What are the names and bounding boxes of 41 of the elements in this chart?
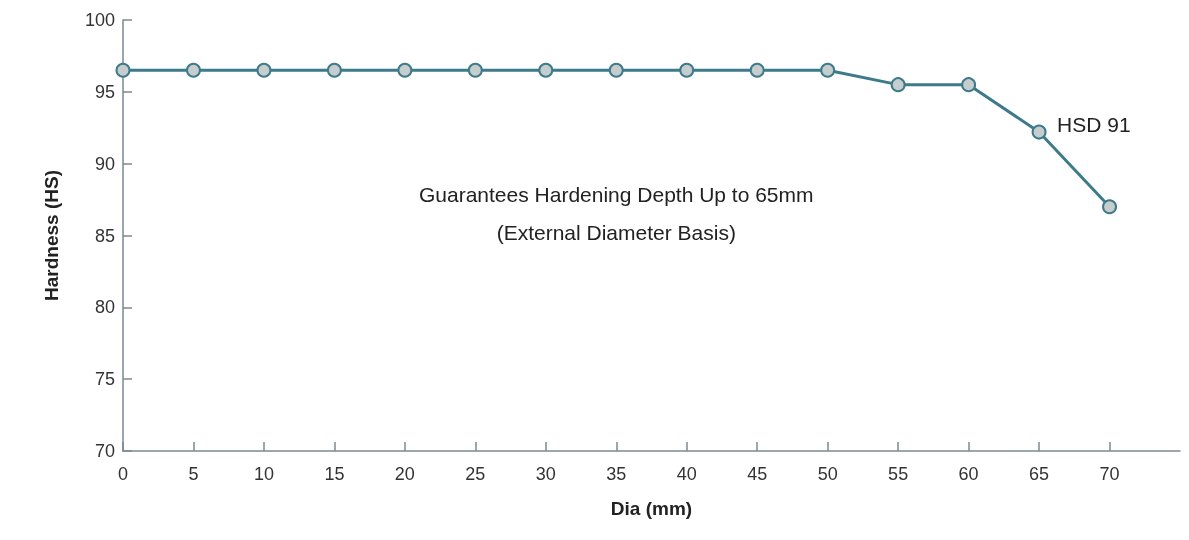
x-tick-label: 25 — [465, 464, 486, 484]
point — [749, 62, 765, 78]
point — [115, 62, 131, 78]
point — [397, 62, 413, 78]
point — [890, 77, 906, 93]
x-tick-label: 60 — [958, 464, 979, 484]
x-tick-label: 70 — [1099, 464, 1120, 484]
x-tick-label: 35 — [606, 464, 627, 484]
y-axis-title: Hardness (HS) — [41, 170, 62, 301]
point — [679, 62, 695, 78]
x-tick-label: 55 — [888, 464, 909, 484]
annotation: Guarantees Hardening Depth Up to 65mm (External Diameter Basis) — [418, 183, 814, 245]
x-axis-title: Dia (mm) — [610, 498, 693, 519]
y-tick-label: 95 — [94, 81, 115, 102]
x-tick-label: 0 — [117, 464, 129, 484]
x-tick-label: 45 — [747, 464, 768, 484]
y-tick-label: 70 — [94, 441, 115, 461]
y-tick-label: 75 — [94, 369, 115, 390]
point — [1031, 124, 1047, 140]
x-tick-label: 50 — [817, 464, 838, 484]
point — [608, 62, 624, 78]
x-tick-label: 20 — [394, 464, 415, 484]
x-tick-label: 30 — [535, 464, 556, 484]
x-tick-label: 10 — [253, 464, 274, 484]
y-tick-label: 90 — [94, 153, 115, 174]
x-tick-label: 40 — [676, 464, 697, 484]
point — [326, 62, 342, 78]
point — [467, 62, 483, 78]
y-tick-label: 100 — [84, 10, 115, 30]
x-tick-label: 65 — [1029, 464, 1050, 484]
point — [538, 62, 554, 78]
y-tick-label: 85 — [94, 225, 115, 246]
point — [1102, 199, 1118, 215]
point — [256, 62, 272, 78]
x-tick-label: 15 — [324, 464, 345, 484]
point — [185, 62, 201, 78]
point — [820, 62, 836, 78]
point — [961, 77, 977, 93]
x-tick-label: 5 — [188, 464, 199, 484]
series-label: HSD 91 — [1057, 112, 1131, 136]
y-tick-label: 80 — [94, 297, 115, 318]
